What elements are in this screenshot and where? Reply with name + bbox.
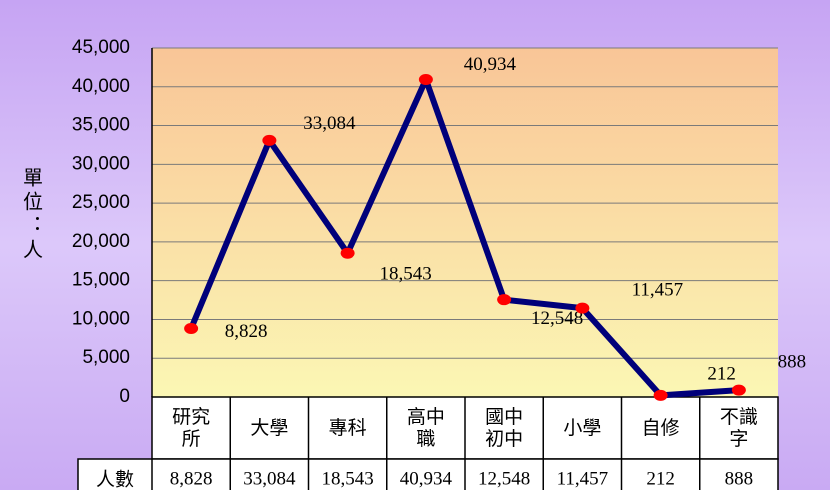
y-axis-label: 單位：人	[20, 167, 44, 263]
x-tick-line: 初中	[485, 428, 523, 450]
x-tick-label: 小學	[563, 417, 601, 439]
x-tick-line: 大學	[250, 417, 288, 439]
y-tick-label: 10,000	[72, 308, 130, 329]
x-tick-line: 職	[416, 428, 435, 450]
x-tick-line: 小學	[563, 417, 601, 439]
table-cell: 18,543	[322, 468, 374, 489]
x-tick-label: 大學	[250, 417, 288, 439]
x-tick-line: 國中	[485, 406, 523, 428]
x-tick-label: 國中初中	[485, 406, 523, 450]
line	[188, 76, 740, 399]
marker	[340, 247, 355, 259]
data-label: 8,828	[225, 321, 268, 342]
table-row-header: 人數	[96, 469, 134, 490]
y-tick-label: 40,000	[72, 76, 130, 97]
x-tick-label: 自修	[642, 417, 680, 439]
x-tick-line: 字	[729, 428, 748, 450]
y-tick-label: 30,000	[72, 153, 130, 174]
y-tick-label: 5,000	[82, 347, 130, 368]
marker	[653, 389, 668, 401]
table-cell: 212	[646, 468, 675, 489]
marker	[418, 74, 433, 86]
x-tick-label: 高中職	[407, 406, 445, 450]
x-tick-line: 所	[182, 428, 201, 450]
marker	[497, 294, 512, 306]
data-label: 888	[778, 351, 807, 372]
x-tick-line: 研究	[172, 406, 210, 428]
x-tick-line: 專科	[329, 417, 367, 439]
y-tick-label: 25,000	[72, 192, 130, 213]
data-label: 212	[707, 364, 736, 385]
x-tick-line: 自修	[642, 417, 680, 439]
y-tick-label: 35,000	[72, 115, 130, 136]
marker	[731, 384, 746, 396]
marker	[184, 323, 199, 335]
marker	[262, 134, 277, 146]
table-cell: 8,828	[170, 468, 213, 489]
x-tick-label: 專科	[329, 417, 367, 439]
table-cell: 11,457	[557, 468, 609, 489]
y-tick-label: 15,000	[72, 270, 130, 291]
table-cell: 33,084	[243, 468, 296, 489]
data-label: 40,934	[464, 54, 517, 75]
x-tick-label: 研究所	[172, 406, 210, 450]
x-tick-line: 高中	[407, 406, 445, 428]
data-label: 33,084	[303, 113, 356, 134]
marker	[575, 302, 590, 314]
y-tick-label: 45,000	[72, 37, 130, 58]
table-cell: 40,934	[400, 468, 453, 489]
y-tick-label: 20,000	[72, 231, 130, 252]
data-label: 18,543	[380, 264, 432, 285]
table-cell: 12,548	[478, 468, 530, 489]
data-label: 12,548	[531, 308, 583, 329]
x-tick-line: 不識	[720, 406, 758, 428]
table-cell: 888	[725, 468, 754, 489]
x-tick-label: 不識字	[720, 406, 758, 450]
table-val-row	[77, 458, 779, 490]
plot-area	[152, 48, 778, 397]
y-tick-label: 0	[119, 386, 130, 407]
data-label: 11,457	[632, 280, 684, 301]
